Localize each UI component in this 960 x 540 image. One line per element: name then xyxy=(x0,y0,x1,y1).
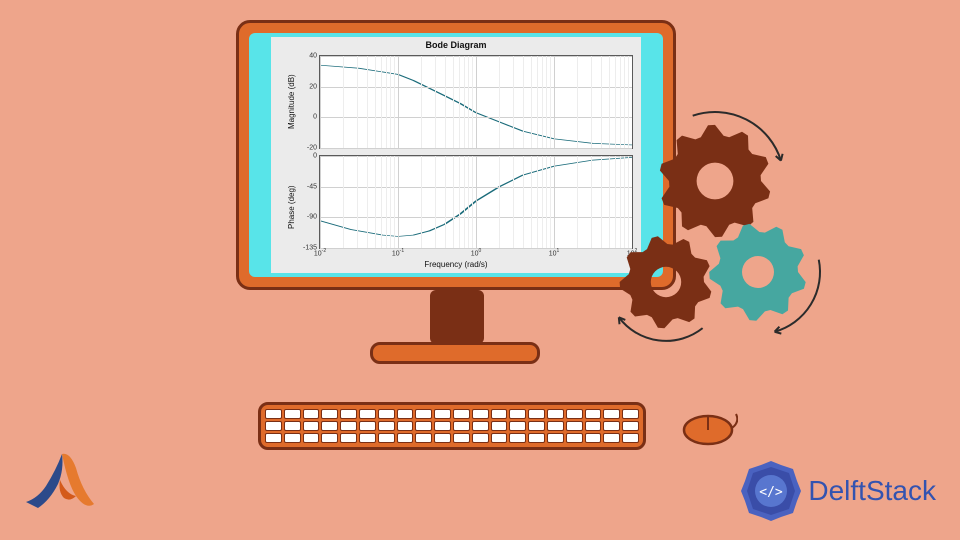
monitor-base xyxy=(370,342,540,364)
key xyxy=(265,421,282,431)
delftstack-text: DelftStack xyxy=(808,475,936,507)
key xyxy=(491,409,508,419)
plot-title: Bode Diagram xyxy=(271,37,641,50)
magnitude-axes: -2002040 xyxy=(319,55,633,149)
delftstack-badge-icon: </> xyxy=(740,460,802,522)
key xyxy=(547,409,564,419)
key xyxy=(622,409,639,419)
magnitude-ylabel: Magnitude (dB) xyxy=(287,74,296,129)
key xyxy=(340,433,357,443)
key xyxy=(397,409,414,419)
key xyxy=(528,421,545,431)
key xyxy=(378,433,395,443)
key xyxy=(303,433,320,443)
key xyxy=(472,409,489,419)
delftstack-logo: </> DelftStack xyxy=(740,460,936,522)
xtick-label: 101 xyxy=(549,248,560,257)
key xyxy=(491,433,508,443)
key xyxy=(566,433,583,443)
key xyxy=(303,409,320,419)
monitor-frame: Bode Diagram Magnitude (dB) -2002040 Pha… xyxy=(236,20,676,290)
key xyxy=(622,421,639,431)
key xyxy=(340,421,357,431)
key xyxy=(603,409,620,419)
gear-icon xyxy=(660,125,770,237)
key xyxy=(585,409,602,419)
svg-text:</>: </> xyxy=(760,485,784,500)
key xyxy=(528,433,545,443)
key xyxy=(603,433,620,443)
key xyxy=(509,433,526,443)
key xyxy=(603,421,620,431)
xlabel: Frequency (rad/s) xyxy=(271,260,641,269)
keyboard xyxy=(258,402,646,450)
key xyxy=(321,409,338,419)
key xyxy=(547,433,564,443)
key xyxy=(303,421,320,431)
key xyxy=(265,409,282,419)
mouse-icon xyxy=(682,410,738,446)
key xyxy=(491,421,508,431)
ytick-label: 0 xyxy=(313,153,317,160)
key xyxy=(566,409,583,419)
key xyxy=(622,433,639,443)
xtick-label: 102 xyxy=(627,248,638,257)
xtick-label: 10-1 xyxy=(392,248,404,257)
ytick-label: -90 xyxy=(307,214,317,221)
key xyxy=(415,421,432,431)
key xyxy=(378,421,395,431)
key xyxy=(321,433,338,443)
keyboard-row xyxy=(265,421,639,431)
key xyxy=(359,421,376,431)
key xyxy=(284,409,301,419)
gear-icon xyxy=(709,224,806,321)
key xyxy=(359,409,376,419)
key xyxy=(434,409,451,419)
key xyxy=(585,433,602,443)
key xyxy=(453,433,470,443)
key xyxy=(284,433,301,443)
monitor-screen: Bode Diagram Magnitude (dB) -2002040 Pha… xyxy=(249,33,663,277)
key xyxy=(453,421,470,431)
xtick-label: 10-2 xyxy=(314,248,326,257)
keyboard-row xyxy=(265,409,639,419)
key xyxy=(453,409,470,419)
key xyxy=(415,433,432,443)
key xyxy=(397,421,414,431)
key xyxy=(378,409,395,419)
monitor-stand xyxy=(430,290,484,344)
matlab-logo-icon xyxy=(20,450,100,520)
phase-axes: -135-90-45010-210-1100101102 xyxy=(319,155,633,249)
key xyxy=(547,421,564,431)
key xyxy=(265,433,282,443)
key xyxy=(472,433,489,443)
key xyxy=(472,421,489,431)
keyboard-row xyxy=(265,433,639,443)
phase-ylabel: Phase (deg) xyxy=(287,185,296,229)
ytick-label: -20 xyxy=(307,145,317,152)
key xyxy=(284,421,301,431)
key xyxy=(321,421,338,431)
key xyxy=(528,409,545,419)
key xyxy=(340,409,357,419)
ytick-label: -45 xyxy=(307,183,317,190)
bode-plot: Bode Diagram Magnitude (dB) -2002040 Pha… xyxy=(271,37,641,273)
ytick-label: 20 xyxy=(309,83,317,90)
key xyxy=(397,433,414,443)
ytick-label: 0 xyxy=(313,114,317,121)
key xyxy=(509,409,526,419)
key xyxy=(359,433,376,443)
key xyxy=(415,409,432,419)
key xyxy=(434,421,451,431)
xtick-label: 100 xyxy=(471,248,482,257)
key xyxy=(509,421,526,431)
key xyxy=(585,421,602,431)
key xyxy=(566,421,583,431)
key xyxy=(434,433,451,443)
ytick-label: 40 xyxy=(309,53,317,60)
